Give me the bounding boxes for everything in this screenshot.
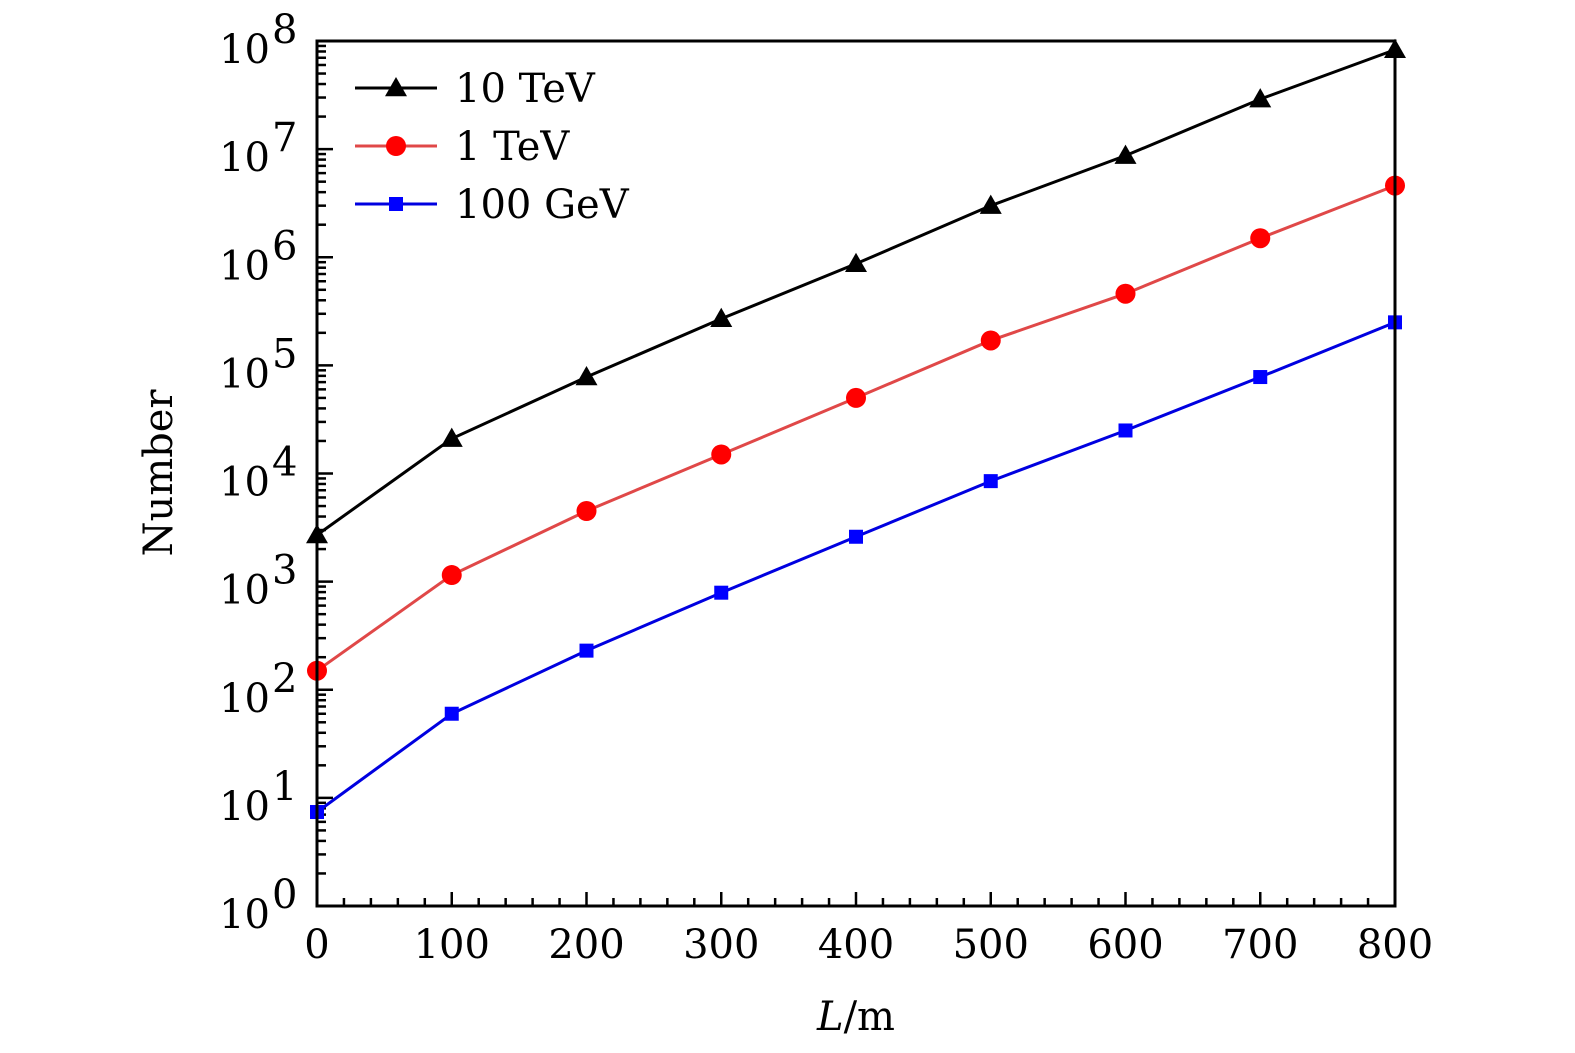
legend-marker-triangle [385, 77, 407, 97]
y-tick-label: 10 [219, 460, 270, 506]
legend-marker-square [389, 197, 403, 211]
legend-marker-circle [386, 136, 406, 156]
data-point-triangle [575, 366, 598, 386]
x-tick-label: 500 [953, 922, 1029, 968]
legend-label: 1 TeV [455, 124, 570, 170]
data-point-square [714, 585, 729, 600]
y-tick-label: 10 [219, 243, 270, 289]
x-axis-title-var: L [816, 994, 844, 1040]
data-point-square [1118, 423, 1133, 438]
y-tick-label: 10 [219, 351, 270, 397]
data-point-square [1253, 370, 1268, 385]
x-tick-label: 600 [1087, 922, 1163, 968]
ticks-layer [315, 39, 1397, 908]
x-tick-label: 100 [414, 922, 490, 968]
data-point-circle [846, 387, 866, 408]
x-tick-label: 700 [1222, 922, 1298, 968]
legend-label: 100 GeV [455, 182, 630, 228]
y-tick-label: 10 [219, 676, 270, 722]
x-tick-labels: 0 100 200 300 400 500 600 700 800 [304, 922, 1433, 968]
x-tick-label: 300 [683, 922, 759, 968]
data-point-circle [1115, 283, 1136, 304]
data-point-triangle [1249, 88, 1272, 108]
y-tick-exponent: 1 [272, 764, 297, 810]
x-axis-title: L/m [816, 994, 895, 1040]
y-tick-exponent: 8 [272, 7, 297, 53]
y-tick-exponent: 5 [272, 331, 297, 377]
y-tick-label: 10 [219, 568, 270, 614]
data-point-square [579, 643, 594, 658]
y-tick-exponent: 3 [272, 548, 297, 594]
y-tick-exponent: 4 [272, 440, 297, 486]
data-point-triangle [845, 252, 867, 273]
data-point-circle [980, 330, 1001, 351]
data-point-circle [1250, 228, 1271, 249]
legend-label: 10 TeV [455, 66, 596, 112]
y-tick-label: 10 [219, 27, 270, 73]
data-point-square [983, 474, 998, 489]
y-tick-exponent: 7 [272, 115, 297, 161]
y-tick-exponent: 0 [272, 872, 297, 918]
y-tick-label: 10 [219, 784, 270, 830]
y-tick-label: 10 [219, 135, 270, 181]
x-axis-title-unit: /m [844, 994, 895, 1040]
legend-item: 1 TeV [355, 124, 570, 170]
y-axis-title: Number [136, 389, 182, 557]
x-tick-label: 400 [818, 922, 894, 968]
legend-item: 10 TeV [355, 66, 596, 112]
data-point-triangle [710, 307, 733, 327]
series-100-gev [310, 315, 1402, 820]
y-tick-exponent: 2 [272, 656, 297, 702]
data-point-circle [576, 500, 597, 521]
data-point-triangle [1114, 144, 1137, 164]
y-tick-label: 10 [219, 892, 270, 938]
plot-frame [315, 39, 1397, 908]
legend-item: 100 GeV [355, 182, 630, 228]
legend: 10 TeV 1 TeV 100 GeV [355, 66, 630, 228]
data-point-circle [441, 565, 462, 586]
y-tick-exponent: 6 [272, 223, 297, 269]
series-10-tev [306, 38, 1406, 544]
x-tick-label: 0 [304, 922, 329, 968]
data-point-circle [711, 444, 732, 465]
data-point-triangle [979, 194, 1002, 214]
x-tick-label: 200 [548, 922, 624, 968]
series-line [316, 48, 1396, 537]
data-point-triangle [440, 427, 463, 447]
x-tick-label: 800 [1357, 922, 1433, 968]
data-point-square [849, 529, 863, 544]
data-point-square [444, 706, 459, 721]
